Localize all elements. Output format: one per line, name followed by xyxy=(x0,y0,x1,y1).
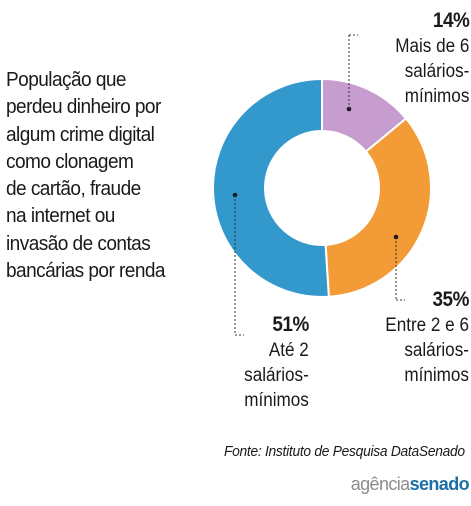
slice-label-line: Até 2 xyxy=(269,340,309,361)
slice-label-line: mínimos xyxy=(404,86,469,107)
title-line: bancárias por renda xyxy=(6,259,166,283)
agencia-senado-logo: agênciasenado xyxy=(350,474,470,495)
title-line: algum crime digital xyxy=(6,122,155,146)
slice-label-line: mínimos xyxy=(244,390,309,411)
logo-part-senado: senado xyxy=(409,474,470,494)
title-line: População que xyxy=(6,68,127,91)
slice-label-line: salários- xyxy=(404,61,469,82)
donut-slice-2 xyxy=(212,77,330,298)
slice-label-up-to-2: 51% Até 2 salários- mínimos xyxy=(244,312,309,413)
title-line: de cartão, fraude xyxy=(6,177,141,201)
title-line: invasão de contas xyxy=(6,231,151,255)
slice-label-line: mínimos xyxy=(404,365,469,386)
slice-percent: 14% xyxy=(432,9,470,32)
slice-percent: 35% xyxy=(432,288,470,311)
slice-label-line: salários- xyxy=(404,340,469,361)
slice-percent: 51% xyxy=(272,313,310,336)
slice-label-line: Entre 2 e 6 xyxy=(385,315,469,336)
slice-label-line: Mais de 6 xyxy=(394,36,469,57)
slice-label-between-2-and-6: 35% Entre 2 e 6 salários- mínimos xyxy=(385,287,469,388)
slice-label-line: salários- xyxy=(244,365,309,386)
chart-title: População que perdeu dinheiro por algum … xyxy=(6,66,183,284)
title-line: como clonagem xyxy=(6,149,134,173)
logo-part-agencia: agência xyxy=(350,474,410,494)
title-line: perdeu dinheiro por xyxy=(6,95,161,119)
slice-label-more-than-6: 14% Mais de 6 salários- mínimos xyxy=(394,8,470,109)
title-line: na internet ou xyxy=(6,204,115,228)
source-note: Fonte: Instituto de Pesquisa DataSenado xyxy=(224,443,465,460)
donut-slice-1 xyxy=(324,117,432,298)
